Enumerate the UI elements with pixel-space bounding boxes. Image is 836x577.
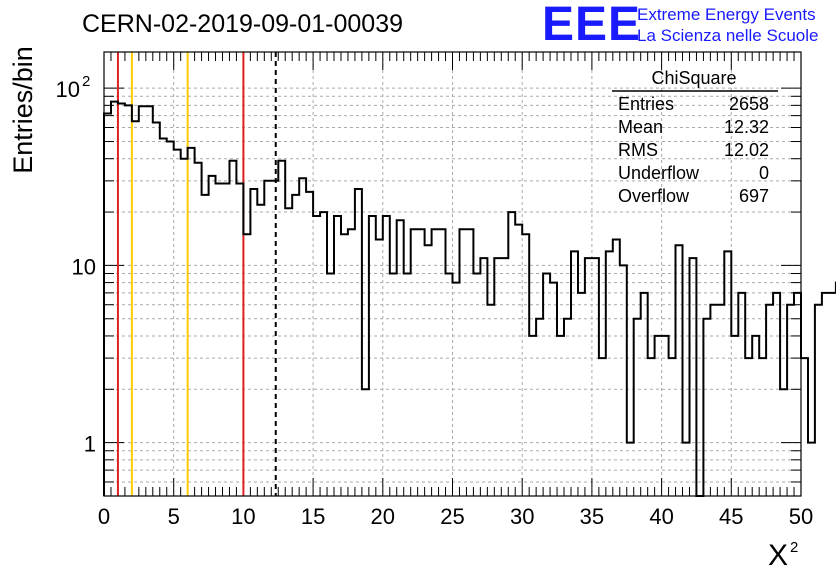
x-tick-label: 50 [789,504,813,529]
stats-title: ChiSquare [651,68,736,88]
logo-text: EEE [542,0,641,51]
y-tick-label: 1 [84,432,96,457]
x-axis-label-base: X [768,539,788,572]
y-tick-label-exponent: 2 [82,73,90,90]
stats-value-rms: 12.02 [724,140,769,160]
x-tick-label: 40 [649,504,673,529]
x-tick-label: 15 [301,504,325,529]
stats-label-overflow: Overflow [618,186,690,206]
stats-box: ChiSquare Entries 2658 Mean 12.32 RMS 12… [612,68,778,206]
x-axis-label-sup: 2 [790,539,798,556]
y-tick-label: 10 [56,77,80,102]
stats-value-mean: 12.32 [724,117,769,137]
stats-value-overflow: 697 [739,186,769,206]
x-tick-label: 30 [510,504,534,529]
x-tick-label: 20 [371,504,395,529]
x-tick-label: 45 [719,504,743,529]
y-axis-label: Entries/bin [8,46,38,174]
y-tick-label: 10 [72,254,96,279]
x-tick-label: 10 [231,504,255,529]
x-tick-label: 25 [440,504,464,529]
stats-label-entries: Entries [618,94,674,114]
x-tick-label: 0 [98,504,110,529]
plot-frame [103,51,802,497]
stats-label-underflow: Underflow [618,163,700,183]
eee-logo: EEE Extreme Energy Events La Scienza nel… [542,0,818,51]
plot-title: CERN-02-2019-09-01-00039 [82,10,403,38]
stats-label-rms: RMS [618,140,658,160]
x-tick-label: 35 [580,504,604,529]
x-tick-label: 5 [168,504,180,529]
logo-line-1: Extreme Energy Events [637,5,816,24]
stats-label-mean: Mean [618,117,663,137]
logo-line-2: La Scienza nelle Scuole [637,26,818,45]
stats-value-entries: 2658 [729,94,769,114]
histogram-line [103,100,836,497]
stats-value-underflow: 0 [759,163,769,183]
marker-lines [116,52,277,496]
